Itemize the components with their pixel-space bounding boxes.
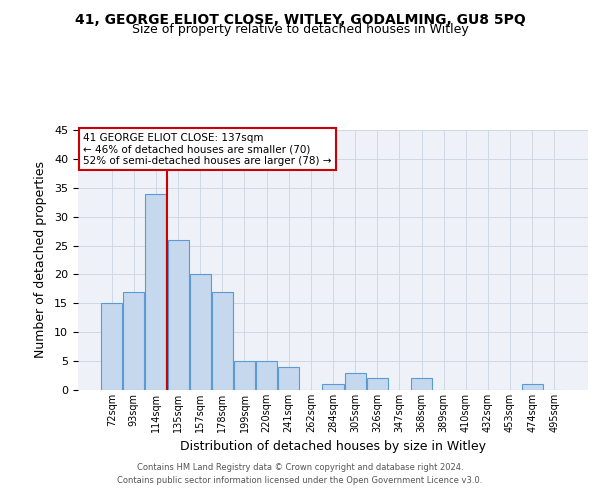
Bar bbox=[256, 361, 277, 390]
Bar bbox=[344, 372, 365, 390]
Y-axis label: Number of detached properties: Number of detached properties bbox=[34, 162, 47, 358]
Text: Contains public sector information licensed under the Open Government Licence v3: Contains public sector information licen… bbox=[118, 476, 482, 485]
Text: 41 GEORGE ELIOT CLOSE: 137sqm
← 46% of detached houses are smaller (70)
52% of s: 41 GEORGE ELIOT CLOSE: 137sqm ← 46% of d… bbox=[83, 132, 332, 166]
Bar bbox=[190, 274, 211, 390]
Text: Contains HM Land Registry data © Crown copyright and database right 2024.: Contains HM Land Registry data © Crown c… bbox=[137, 464, 463, 472]
Bar bbox=[367, 378, 388, 390]
Bar bbox=[212, 292, 233, 390]
Bar bbox=[167, 240, 188, 390]
Bar bbox=[411, 378, 432, 390]
Bar bbox=[521, 384, 542, 390]
Bar bbox=[101, 304, 122, 390]
Text: 41, GEORGE ELIOT CLOSE, WITLEY, GODALMING, GU8 5PQ: 41, GEORGE ELIOT CLOSE, WITLEY, GODALMIN… bbox=[74, 12, 526, 26]
Text: Size of property relative to detached houses in Witley: Size of property relative to detached ho… bbox=[131, 22, 469, 36]
Bar bbox=[278, 367, 299, 390]
Bar bbox=[124, 292, 145, 390]
X-axis label: Distribution of detached houses by size in Witley: Distribution of detached houses by size … bbox=[180, 440, 486, 454]
Bar bbox=[234, 361, 255, 390]
Bar bbox=[322, 384, 344, 390]
Bar bbox=[145, 194, 166, 390]
